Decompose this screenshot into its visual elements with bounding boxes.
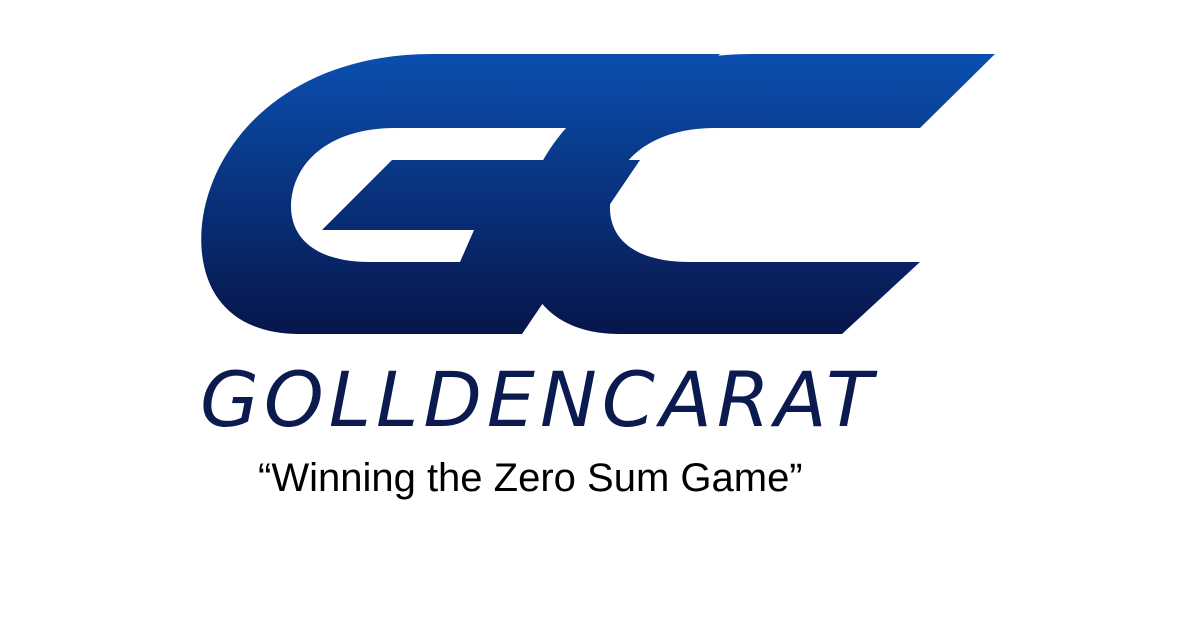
brand-name: GOLLDENCARAT [200, 355, 960, 445]
tagline: “Winning the Zero Sum Game” [258, 452, 958, 504]
gc-monogram-logo [0, 0, 1200, 350]
